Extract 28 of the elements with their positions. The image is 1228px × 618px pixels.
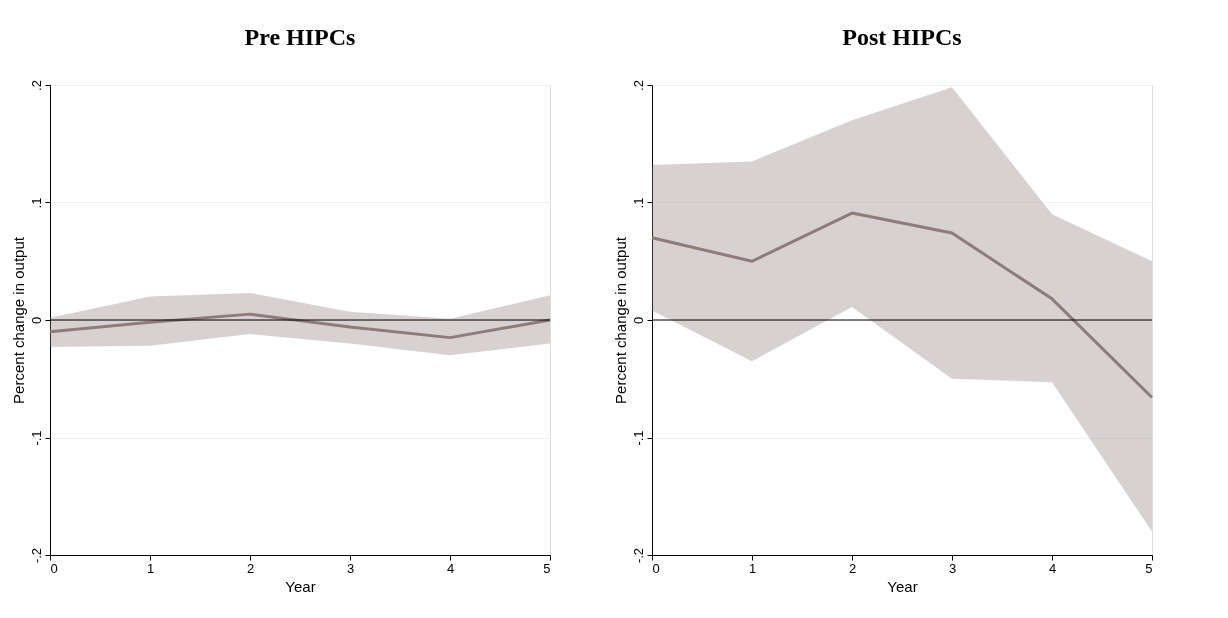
x-tick-label: 2 <box>848 560 857 576</box>
y-tick-label: 0 <box>630 316 646 325</box>
x-tick-label: 0 <box>652 560 660 576</box>
y-tick-label: .2 <box>28 80 44 91</box>
x-tick-label: 1 <box>748 560 757 576</box>
y-axis-title: Percent change in output <box>611 236 629 404</box>
y-tick-label: -.1 <box>28 430 44 446</box>
y-tick-label: -.2 <box>28 547 44 564</box>
y-tick-label: -.2 <box>630 547 646 564</box>
chart-title: Pre HIPCs <box>244 23 356 50</box>
x-tick-label: 5 <box>1145 560 1153 576</box>
y-tick-label: .1 <box>28 197 44 209</box>
y-axis-title: Percent change in output <box>9 236 27 404</box>
x-tick-label: 3 <box>948 560 957 576</box>
x-tick-label: 5 <box>543 560 551 576</box>
y-tick-label: .1 <box>630 197 646 209</box>
x-tick-label: 4 <box>1048 560 1057 576</box>
x-tick-label: 0 <box>50 560 58 576</box>
x-tick-label: 3 <box>346 560 355 576</box>
x-tick-label: 2 <box>246 560 255 576</box>
x-tick-label: 1 <box>146 560 155 576</box>
y-tick-label: 0 <box>28 316 44 325</box>
x-tick-label: 4 <box>446 560 455 576</box>
x-axis-title: Year <box>887 577 918 595</box>
chart-title: Post HIPCs <box>842 23 962 50</box>
y-tick-label: -.1 <box>630 430 646 446</box>
x-axis-title: Year <box>285 577 316 595</box>
y-tick-label: .2 <box>630 80 646 91</box>
